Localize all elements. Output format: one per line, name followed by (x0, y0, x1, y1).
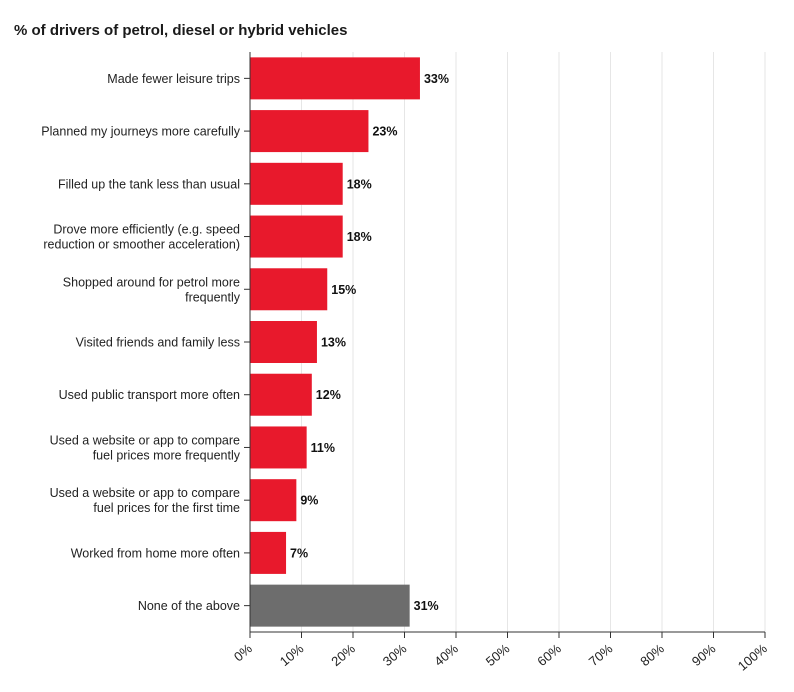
x-tick-label-60: 60% (534, 641, 564, 669)
value-label-1: 23% (372, 125, 397, 139)
bar-9 (250, 531, 287, 574)
x-tick-label-20: 20% (328, 641, 358, 669)
bar-3 (250, 215, 343, 258)
value-label-5: 13% (321, 336, 346, 350)
bar-2 (250, 162, 343, 205)
value-label-8: 9% (300, 494, 318, 508)
x-tick-label-80: 80% (637, 641, 667, 669)
x-tick-label-40: 40% (431, 641, 461, 669)
bar-7 (250, 426, 307, 469)
value-label-7: 11% (311, 441, 335, 455)
category-label-0: Made fewer leisure trips (107, 72, 240, 86)
value-label-2: 18% (347, 177, 372, 191)
category-label-6: Used public transport more often (59, 388, 240, 402)
bar-0 (250, 57, 420, 100)
bar-6 (250, 373, 312, 416)
bar-4 (250, 268, 328, 311)
value-labels: 33% 23% 18% 18% 15% 13% 12% 11% 9% 7% 31% (290, 72, 449, 613)
bar-10 (250, 584, 410, 627)
value-label-6: 12% (316, 388, 341, 402)
value-label-10: 31% (414, 599, 439, 613)
category-label-4: Shopped around for petrol more frequently (63, 275, 241, 304)
category-label-3: Drove more efficiently (e.g. speed reduct… (43, 223, 240, 252)
x-tick-label-50: 50% (483, 641, 513, 669)
category-labels: Made fewer leisure trips Planned my journ… (41, 72, 240, 613)
x-tick-label-30: 30% (380, 641, 410, 669)
bar-8 (250, 479, 297, 522)
category-label-2: Filled up the tank less than usual (58, 177, 240, 191)
chart-title: % of drivers of petrol, diesel or hybrid… (14, 22, 348, 39)
x-tick-label-10: 10% (277, 641, 307, 669)
bars (250, 57, 420, 627)
x-tick-label-100: 100% (735, 641, 770, 674)
category-label-7: Used a website or app to compare fuel pri… (50, 433, 241, 462)
category-label-8: Used a website or app to compare fuel pri… (50, 486, 240, 515)
category-label-10: None of the above (138, 599, 240, 613)
grid-lines (301, 52, 766, 632)
x-tick-label-90: 90% (689, 641, 719, 669)
value-label-4: 15% (331, 283, 356, 297)
x-tick-label-70: 70% (586, 641, 616, 669)
bar-1 (250, 110, 369, 153)
x-tick-label-0: 0% (231, 641, 255, 665)
bar-5 (250, 321, 317, 363)
value-label-3: 18% (347, 230, 372, 244)
category-label-9: Worked from home more often (71, 546, 240, 560)
value-label-9: 7% (290, 546, 308, 560)
category-label-5: Visited friends and family less (76, 336, 240, 350)
value-label-0: 33% (424, 72, 449, 86)
category-label-1: Planned my journeys more carefully (41, 125, 240, 139)
